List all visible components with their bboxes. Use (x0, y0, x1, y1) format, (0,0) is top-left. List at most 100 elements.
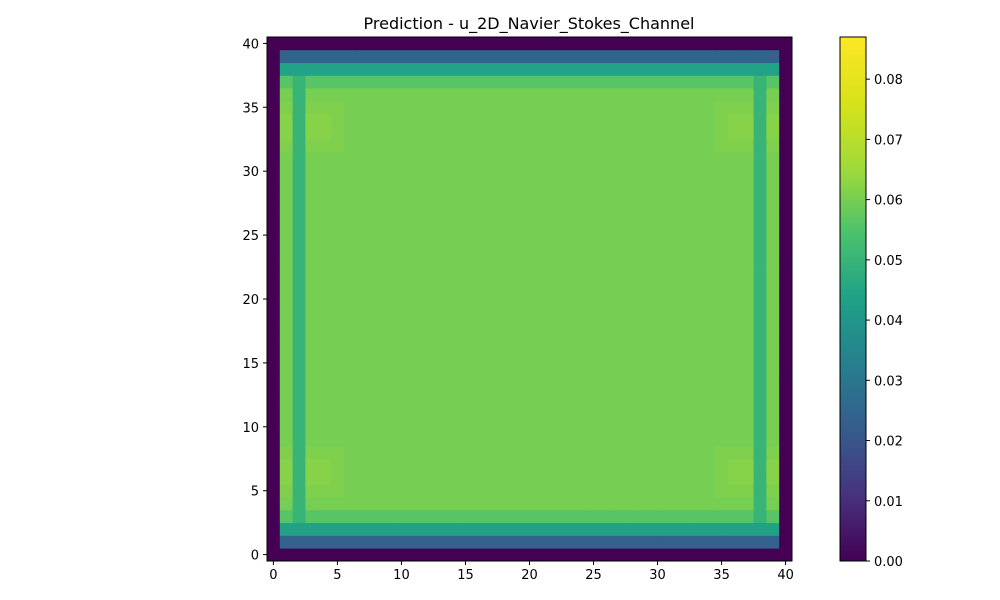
heatmap-cell (356, 279, 370, 294)
heatmap-cell (689, 369, 703, 383)
heatmap-cell (382, 535, 396, 549)
chart-title: Prediction - u_2D_Navier_Stokes_Channel (364, 14, 695, 34)
heatmap-cell (446, 420, 460, 434)
heatmap-cell (369, 369, 383, 383)
heatmap-cell (484, 394, 498, 409)
heatmap-cell (625, 75, 639, 89)
heatmap-cell (561, 330, 575, 345)
heatmap-cell (523, 394, 537, 409)
heatmap-cell (689, 62, 703, 76)
heatmap-cell (510, 49, 524, 63)
heatmap-cell (356, 305, 370, 319)
heatmap-cell (331, 177, 345, 191)
heatmap-cell (395, 522, 409, 536)
heatmap-cell (459, 458, 473, 472)
heatmap-cell (420, 203, 434, 217)
heatmap-cell (382, 522, 396, 536)
heatmap-cell (638, 343, 652, 357)
heatmap-cell (535, 241, 550, 255)
heatmap-cell (535, 471, 550, 485)
heatmap-cell (689, 88, 703, 102)
heatmap-cell (279, 407, 293, 421)
heatmap-cell (663, 279, 678, 294)
colorbar (839, 36, 867, 562)
heatmap-cell (574, 152, 588, 166)
heatmap-cell (407, 164, 422, 178)
heatmap-cell (779, 267, 793, 281)
heatmap-cell (676, 292, 690, 306)
heatmap-cell (740, 152, 754, 166)
heatmap-cell (382, 484, 396, 498)
heatmap-cell (548, 318, 562, 332)
heatmap-cell (753, 433, 767, 447)
heatmap-cell (779, 369, 793, 383)
heatmap-cell (587, 343, 601, 357)
heatmap-cell (651, 305, 665, 319)
heatmap-cell (715, 152, 729, 166)
heatmap-cell (407, 113, 422, 127)
heatmap-cell (715, 445, 729, 460)
heatmap-cell (523, 139, 537, 153)
heatmap-cell (676, 318, 690, 332)
heatmap-cell (433, 407, 447, 421)
heatmap-cell (382, 369, 396, 383)
heatmap-cell (561, 100, 575, 115)
heatmap-cell (267, 445, 281, 460)
heatmap-cell (331, 509, 345, 524)
heatmap-cell (407, 484, 422, 498)
heatmap-cell (651, 420, 665, 434)
heatmap-cell (279, 292, 293, 306)
heatmap-cell (369, 394, 383, 409)
heatmap-cell (766, 228, 780, 242)
heatmap-cell (331, 318, 345, 332)
heatmap-cell (561, 228, 575, 242)
heatmap-cell (279, 139, 293, 153)
heatmap-cell (267, 100, 281, 115)
heatmap-cell (625, 356, 639, 370)
heatmap-cell (356, 126, 370, 140)
heatmap-cell (407, 215, 422, 230)
heatmap-cell (561, 126, 575, 140)
heatmap-cell (574, 382, 588, 396)
heatmap-cell (574, 343, 588, 357)
heatmap-cell (587, 356, 601, 370)
heatmap-cell (369, 330, 383, 345)
heatmap-cell (535, 190, 550, 204)
heatmap-cell (727, 190, 742, 204)
heatmap-cell (420, 100, 434, 115)
heatmap-cell (561, 407, 575, 421)
heatmap-cell (625, 330, 639, 345)
heatmap-cell (292, 548, 306, 562)
heatmap-cell (548, 88, 562, 102)
heatmap-cell (459, 190, 473, 204)
heatmap-cell (715, 177, 729, 191)
heatmap-cell (343, 228, 358, 242)
heatmap-cell (689, 139, 703, 153)
heatmap-cell (471, 382, 486, 396)
heatmap-cell (689, 113, 703, 127)
heatmap-cell (433, 267, 447, 281)
heatmap-cell (599, 445, 614, 460)
heatmap-cell (279, 420, 293, 434)
heatmap-cell (548, 113, 562, 127)
heatmap-cell (433, 369, 447, 383)
heatmap-cell (318, 164, 332, 178)
heatmap-cell (548, 484, 562, 498)
heatmap-cell (638, 49, 652, 63)
heatmap-cell (702, 522, 716, 536)
heatmap-cell (753, 49, 767, 63)
heatmap-cell (740, 49, 754, 63)
heatmap-cell (267, 126, 281, 140)
heatmap-cell (369, 356, 383, 370)
heatmap-cell (753, 62, 767, 76)
heatmap-cell (727, 62, 742, 76)
heatmap-cell (535, 509, 550, 524)
heatmap-cell (638, 279, 652, 294)
heatmap-cell (612, 330, 626, 345)
heatmap-cell (689, 49, 703, 63)
heatmap-cell (318, 100, 332, 115)
heatmap-cell (715, 292, 729, 306)
heatmap-cell (587, 88, 601, 102)
heatmap-cell (343, 445, 358, 460)
heatmap-cell (382, 420, 396, 434)
